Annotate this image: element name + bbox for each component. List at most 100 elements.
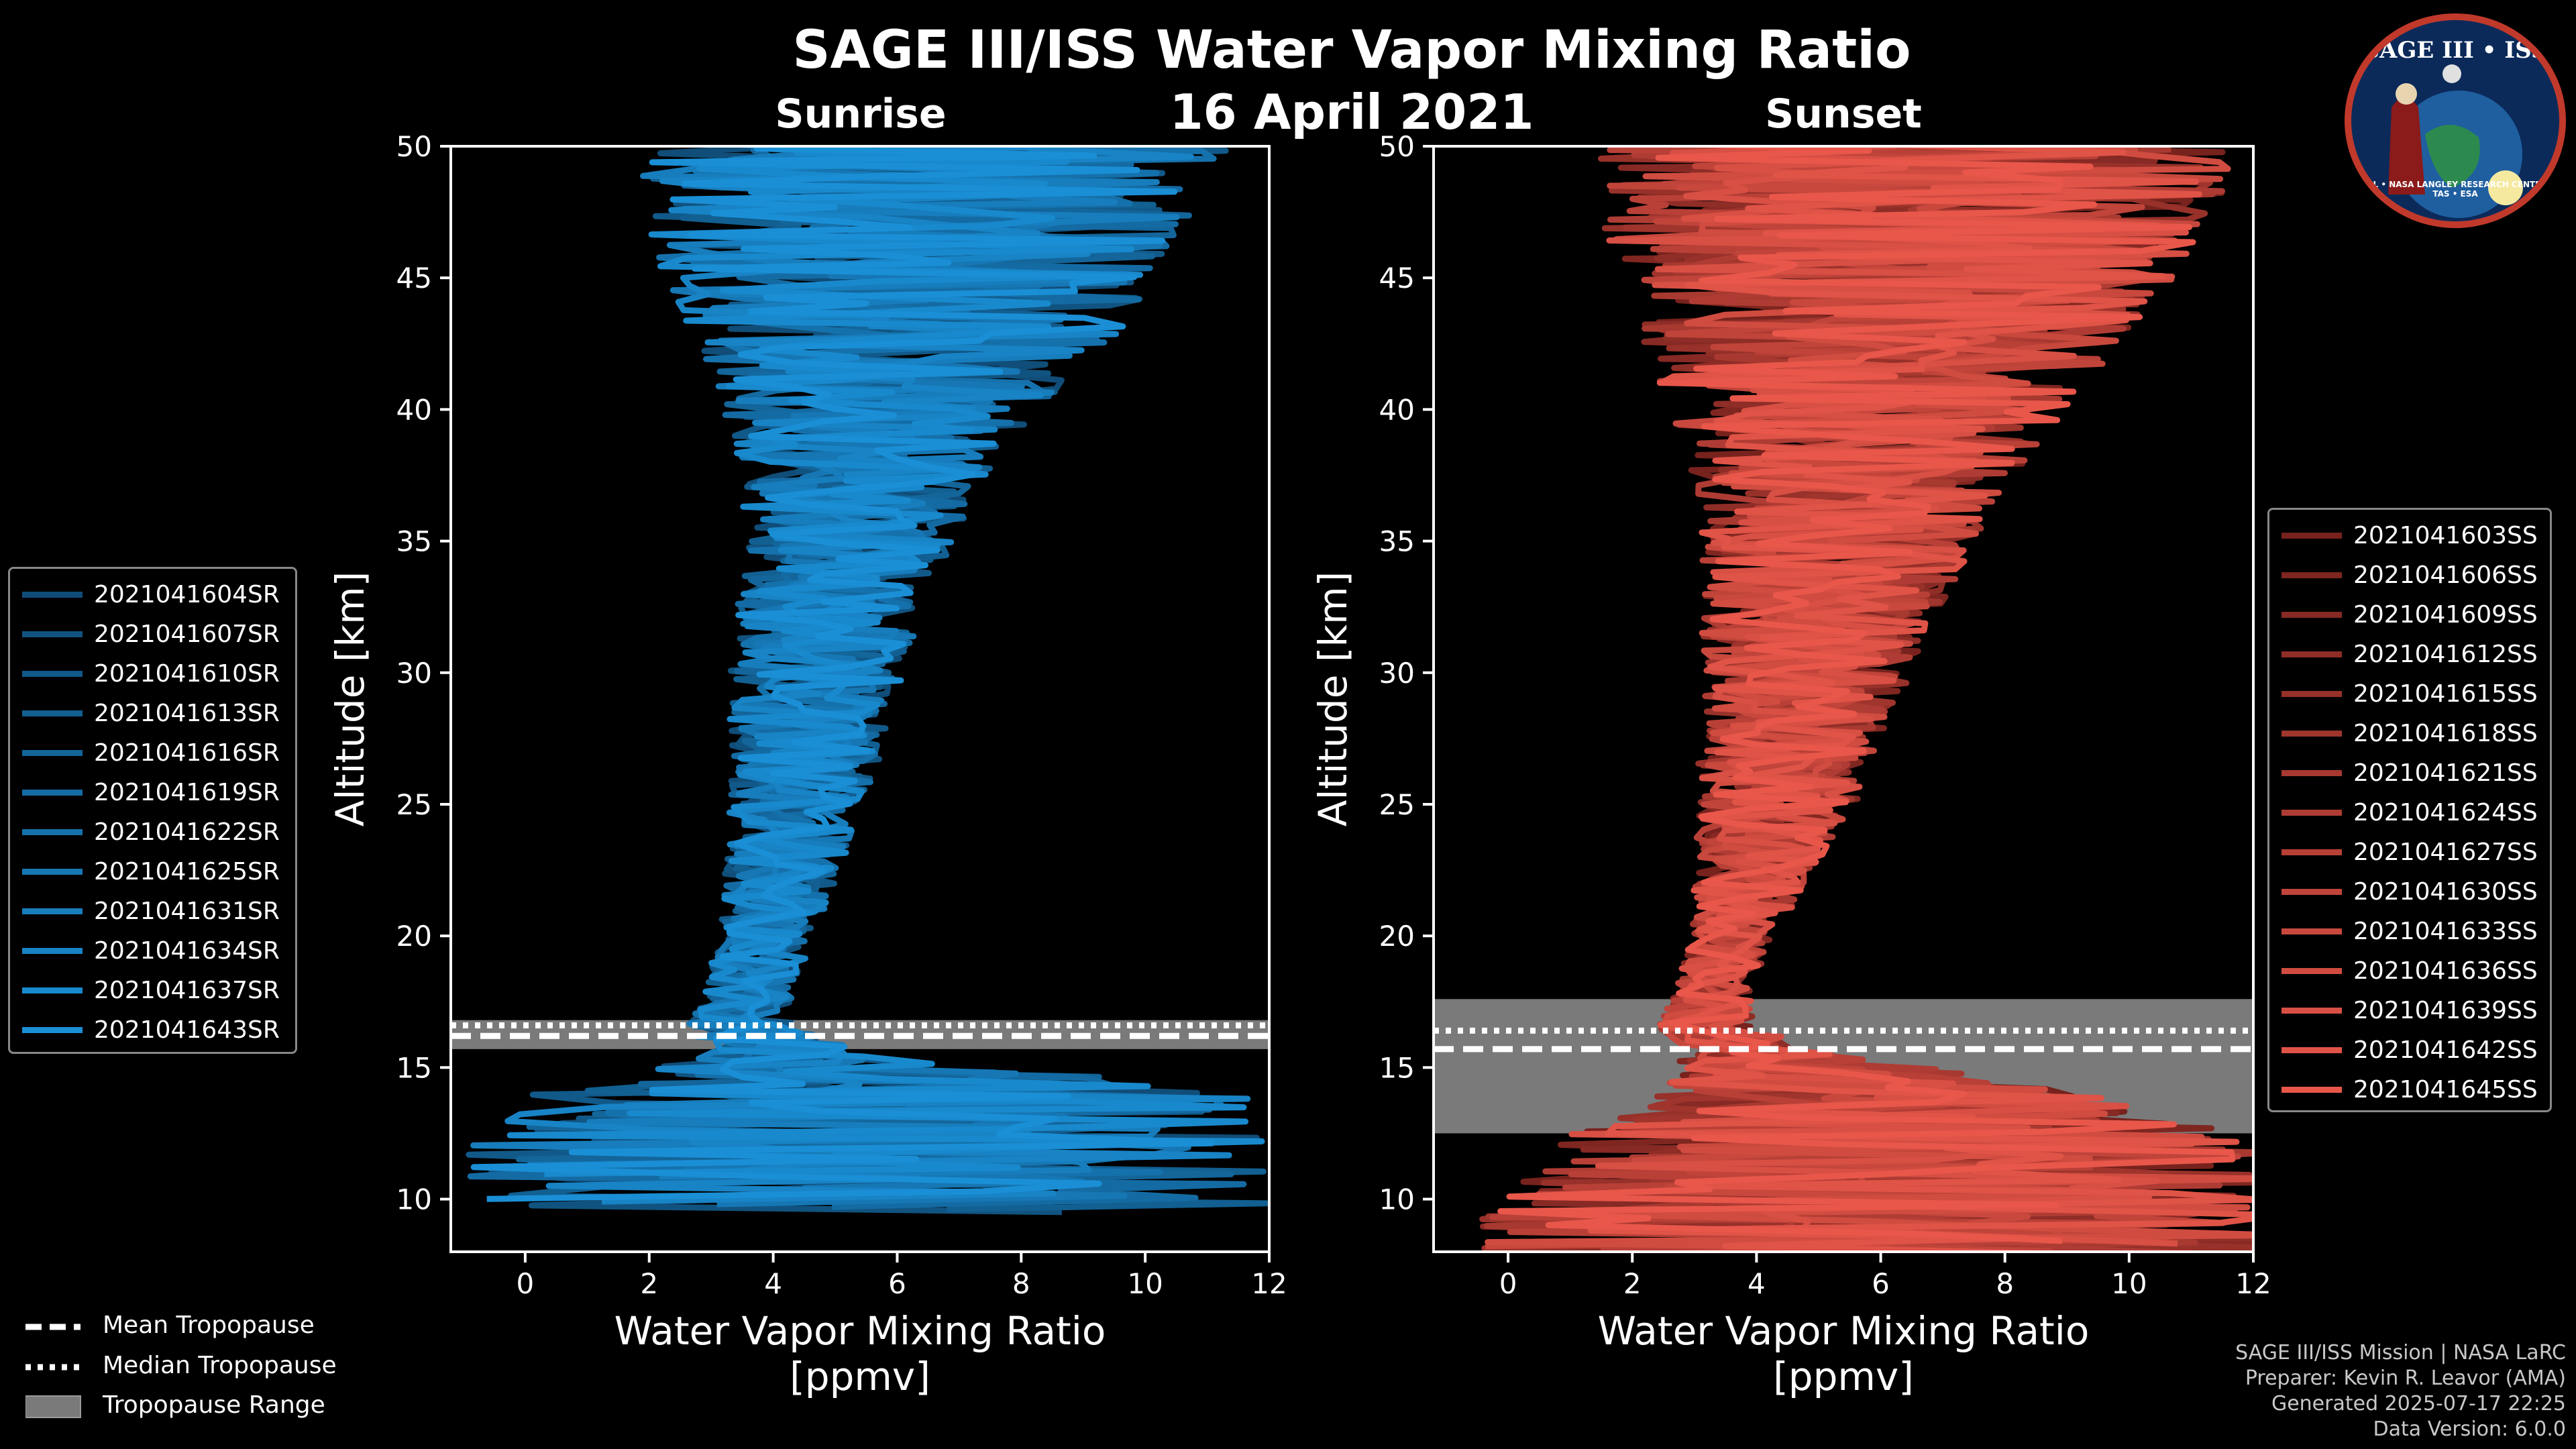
sunset-x-tick-label: 8 xyxy=(1996,1267,2014,1300)
badge-artwork-icon xyxy=(2388,64,2523,218)
sunset-x-axis-label: Water Vapor Mixing Ratio xyxy=(1598,1308,2090,1354)
legend-label-2021041636SS: 2021041636SS xyxy=(2353,957,2538,985)
legend-label-2021041637SR: 2021041637SR xyxy=(94,977,280,1004)
chart-title: SAGE III/ISS Water Vapor Mixing Ratio xyxy=(792,20,1911,80)
sunrise-legend: 2021041604SR 2021041607SR 2021041610SR 2021… xyxy=(8,567,297,1054)
legend-label-2021041625SR: 2021041625SR xyxy=(94,858,280,885)
legend-swatch-2021041609SS xyxy=(2282,612,2342,618)
legend-label-2021041622SR: 2021041622SR xyxy=(94,818,280,846)
legend-label-2021041616SR: 2021041616SR xyxy=(94,739,280,767)
sunrise-x-axis-label: Water Vapor Mixing Ratio xyxy=(614,1308,1106,1354)
profile-2021041637SR xyxy=(506,146,1265,1177)
sunset-y-tick-label: 50 xyxy=(1379,130,1415,163)
legend-label-2021041613SR: 2021041613SR xyxy=(94,700,280,727)
sunset-y-tick-label: 45 xyxy=(1379,262,1415,294)
sunset-y-tick-label: 35 xyxy=(1379,525,1415,558)
legend-swatch-2021041612SS xyxy=(2282,651,2342,657)
sunset-panel: 0 2 4 6 8 10 12 10 15 20 25 30 35 40 45 50 Water Vapor M… xyxy=(1310,130,2271,1399)
legend-label-2021041642SS: 2021041642SS xyxy=(2353,1036,2538,1064)
sunrise-y-tick-label: 20 xyxy=(396,920,432,953)
legend-swatch-2021041606SS xyxy=(2282,572,2342,578)
sunrise-y-tick-label: 10 xyxy=(396,1183,432,1216)
sunset-y-tick-label: 25 xyxy=(1379,788,1415,821)
legend-label-2021041606SS: 2021041606SS xyxy=(2353,561,2538,589)
sunset-y-tick-label: 15 xyxy=(1379,1051,1415,1084)
sunrise-x-tick-label: 4 xyxy=(764,1267,782,1300)
badge-title: SAGE III • ISS xyxy=(2363,37,2548,64)
legend-label-2021041643SR: 2021041643SR xyxy=(94,1016,280,1044)
legend-label-2021041633SS: 2021041633SS xyxy=(2353,918,2538,945)
tropopause-legend: Mean Tropopause Median Tropopause Tropop… xyxy=(25,1308,401,1429)
legend-swatch-2021041639SS xyxy=(2282,1008,2342,1014)
sunset-y-tick-label: 30 xyxy=(1379,657,1415,690)
sunrise-subtitle: Sunrise xyxy=(775,91,947,138)
legend-label-2021041630SS: 2021041630SS xyxy=(2353,878,2538,906)
sunset-y-axis-label: Altitude [km] xyxy=(1310,572,1356,826)
legend-label-2021041604SR: 2021041604SR xyxy=(94,581,280,608)
sunrise-x-axis-unit: [ppmv] xyxy=(790,1354,930,1399)
legend-swatch-2021041633SS xyxy=(2282,928,2342,934)
sunrise-x-tick-label: 6 xyxy=(888,1267,906,1300)
legend-swatch-2021041630SS xyxy=(2282,889,2342,895)
legend-label-2021041634SR: 2021041634SR xyxy=(94,937,280,965)
credit-preparer: Preparer: Kevin R. Leavor (AMA) xyxy=(2245,1366,2566,1390)
sunrise-y-axis-label: Altitude [km] xyxy=(327,572,373,826)
legend-label-2021041618SS: 2021041618SS xyxy=(2353,720,2538,747)
credit-generated: Generated 2025-07-17 22:25 xyxy=(2271,1392,2566,1415)
sunset-y-tick-label: 10 xyxy=(1379,1183,1415,1216)
sunrise-y-tick-label: 15 xyxy=(396,1051,432,1084)
sunrise-y-tick-label: 30 xyxy=(396,657,432,690)
legend-swatch-2021041610SR xyxy=(22,671,83,677)
legend-swatch-2021041636SS xyxy=(2282,968,2342,974)
credit-version: Data Version: 6.0.0 xyxy=(2373,1417,2566,1441)
sunrise-axes-frame xyxy=(449,145,1271,1253)
sunset-legend: 2021041603SS 2021041606SS 2021041609SS 2021… xyxy=(2267,508,2552,1112)
sunset-x-tick-label: 2 xyxy=(1623,1267,1642,1300)
sunset-x-tick-label: 4 xyxy=(1748,1267,1766,1300)
sunrise-y-tick-label: 50 xyxy=(396,130,432,163)
legend-swatch-2021041603SS xyxy=(2282,533,2342,539)
legend-swatch-2021041607SR xyxy=(22,631,83,637)
legend-swatch-2021041613SR xyxy=(22,710,83,716)
sunset-x-tick-label: 10 xyxy=(2111,1267,2147,1300)
chart-date: 16 April 2021 xyxy=(1169,84,1534,140)
sunrise-x-tick-label: 10 xyxy=(1127,1267,1163,1300)
profile-2021041645SS xyxy=(1497,146,2236,1244)
sunset-x-tick-label: 12 xyxy=(2235,1267,2271,1300)
legend-swatch-2021041604SR xyxy=(22,592,83,598)
legend-label-2021041610SR: 2021041610SR xyxy=(94,660,280,688)
sunset-y-tick-label: 20 xyxy=(1379,920,1415,953)
legend-label-2021041624SS: 2021041624SS xyxy=(2353,799,2538,826)
legend-swatch-2021041615SS xyxy=(2282,691,2342,697)
sunrise-x-tick-label: 8 xyxy=(1012,1267,1030,1300)
legend-label-2021041619SR: 2021041619SR xyxy=(94,779,280,806)
sunrise-x-tick-label: 12 xyxy=(1251,1267,1287,1300)
legend-swatch-2021041645SS xyxy=(2282,1087,2342,1093)
legend-swatch-2021041618SS xyxy=(2282,731,2342,737)
legend-swatch-2021041622SR xyxy=(22,829,83,835)
legend-label-2021041639SS: 2021041639SS xyxy=(2353,997,2538,1024)
legend-swatch-2021041634SR xyxy=(22,948,83,954)
profile-2021041643SR xyxy=(470,146,1215,1202)
sunrise-y-tick-label: 45 xyxy=(396,262,432,294)
tropopause-range-label: Tropopause Range xyxy=(103,1391,325,1419)
sunrise-panel: 0 2 4 6 8 10 12 10 15 20 25 30 35 40 45 50 Water Vapor M… xyxy=(327,130,1287,1399)
legend-swatch-2021041621SS xyxy=(2282,770,2342,776)
legend-label-2021041621SS: 2021041621SS xyxy=(2353,759,2538,787)
legend-swatch-2021041627SS xyxy=(2282,849,2342,855)
sunrise-y-tick-label: 25 xyxy=(396,788,432,821)
sunrise-x-tick-label: 2 xyxy=(640,1267,658,1300)
sunset-y-tick-label: 40 xyxy=(1379,393,1415,426)
legend-swatch-2021041642SS xyxy=(2282,1047,2342,1053)
credits: SAGE III/ISS Mission | NASA LaRC Prepare… xyxy=(2235,1340,2566,1442)
legend-swatch-2021041619SR xyxy=(22,790,83,796)
legend-label-2021041609SS: 2021041609SS xyxy=(2353,601,2538,629)
legend-label-2021041615SS: 2021041615SS xyxy=(2353,680,2538,708)
legend-label-2021041627SS: 2021041627SS xyxy=(2353,839,2538,866)
legend-swatch-2021041616SR xyxy=(22,750,83,756)
legend-swatch-2021041624SS xyxy=(2282,810,2342,816)
badge-bottom-text: BALL • NASA LANGLEY RESEARCH CENTER • TA… xyxy=(2355,180,2555,199)
legend-label-2021041603SS: 2021041603SS xyxy=(2353,522,2538,549)
tropopause-range-swatch xyxy=(25,1395,81,1418)
sunset-x-tick-label: 6 xyxy=(1872,1267,1890,1300)
